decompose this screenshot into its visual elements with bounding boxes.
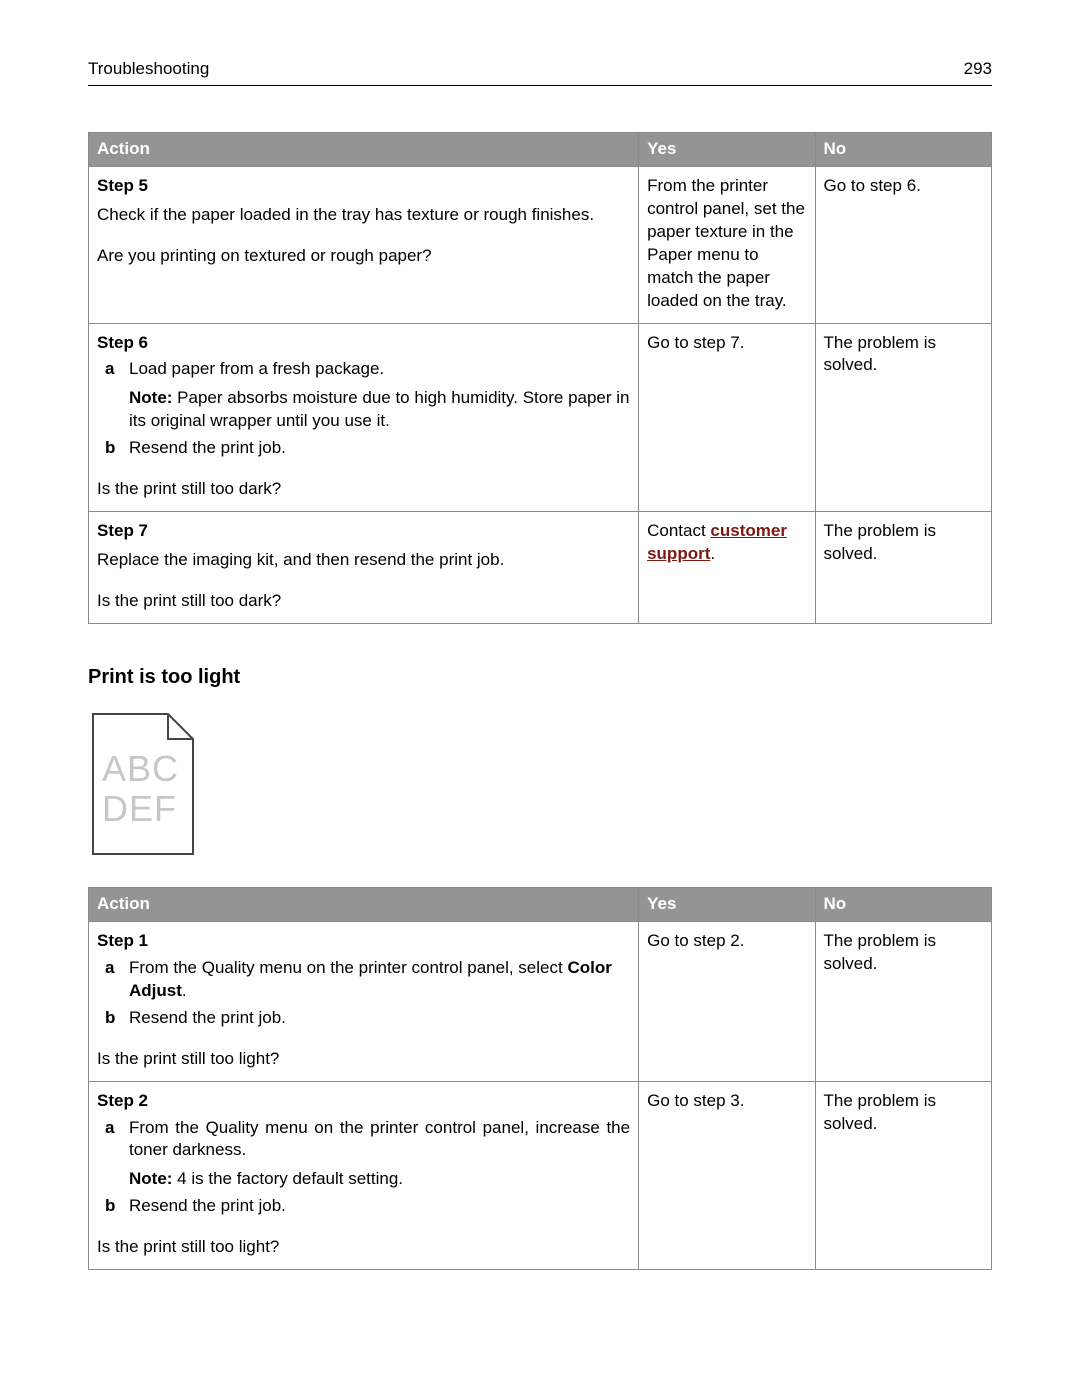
page-number: 293 <box>964 58 992 81</box>
print-sample-icon: ABC DEF <box>88 709 198 859</box>
running-header: Troubleshooting 293 <box>88 58 992 86</box>
table-row: Step 2 a From the Quality menu on the pr… <box>89 1081 992 1270</box>
yes-cell: Go to step 2. <box>639 921 815 1081</box>
list-item: b Resend the print job. <box>105 1007 630 1030</box>
action-question: Is the print still too light? <box>97 1048 630 1071</box>
page: Troubleshooting 293 Action Yes No Step 5… <box>0 0 1080 1397</box>
yes-pre: Contact <box>647 521 710 540</box>
list-marker-a: a <box>105 358 119 433</box>
list-marker-b: b <box>105 1195 119 1218</box>
list-item-b-text: Resend the print job. <box>129 437 630 460</box>
list-item: b Resend the print job. <box>105 437 630 460</box>
action-cell: Step 5 Check if the paper loaded in the … <box>89 166 639 323</box>
step-label: Step 6 <box>97 332 630 355</box>
table-row: Step 1 a From the Quality menu on the pr… <box>89 921 992 1081</box>
col-yes: Yes <box>639 132 815 166</box>
yes-cell: Go to step 3. <box>639 1081 815 1270</box>
list-item: a From the Quality menu on the printer c… <box>105 1117 630 1192</box>
table-header-row: Action Yes No <box>89 887 992 921</box>
table-row: Step 6 a Load paper from a fresh package… <box>89 323 992 512</box>
action-question: Is the print still too dark? <box>97 590 630 613</box>
list-marker-a: a <box>105 957 119 1003</box>
note-label: Note: <box>129 1169 172 1188</box>
action-body: Check if the paper loaded in the tray ha… <box>97 204 630 227</box>
list-item-a-text: From the Quality menu on the printer con… <box>129 1118 630 1160</box>
a-post: . <box>182 981 187 1000</box>
yes-cell: Contact customer support. <box>639 512 815 624</box>
list-item-b-text: Resend the print job. <box>129 1007 630 1030</box>
troubleshoot-table-2: Action Yes No Step 1 a From the Quality … <box>88 887 992 1270</box>
table-row: Step 7 Replace the imaging kit, and then… <box>89 512 992 624</box>
no-cell: The problem is solved. <box>815 512 991 624</box>
step-label: Step 5 <box>97 175 630 198</box>
note-text: Paper absorbs moisture due to high humid… <box>129 388 630 430</box>
action-cell: Step 6 a Load paper from a fresh package… <box>89 323 639 512</box>
list-item: b Resend the print job. <box>105 1195 630 1218</box>
yes-cell: From the printer control panel, set the … <box>639 166 815 323</box>
no-cell: The problem is solved. <box>815 323 991 512</box>
list-item-a-text: Load paper from a fresh package. <box>129 359 384 378</box>
note-text: 4 is the factory default setting. <box>172 1169 403 1188</box>
no-cell: Go to step 6. <box>815 166 991 323</box>
col-action: Action <box>89 132 639 166</box>
table-row: Step 5 Check if the paper loaded in the … <box>89 166 992 323</box>
col-action: Action <box>89 887 639 921</box>
list-item: a Load paper from a fresh package. Note:… <box>105 358 630 433</box>
no-cell: The problem is solved. <box>815 1081 991 1270</box>
action-list: a From the Quality menu on the printer c… <box>97 957 630 1030</box>
list-marker-b: b <box>105 1007 119 1030</box>
col-yes: Yes <box>639 887 815 921</box>
note-line: Note: 4 is the factory default setting. <box>129 1168 630 1191</box>
action-cell: Step 2 a From the Quality menu on the pr… <box>89 1081 639 1270</box>
yes-cell: Go to step 7. <box>639 323 815 512</box>
note-line: Note: Paper absorbs moisture due to high… <box>129 387 630 433</box>
action-cell: Step 1 a From the Quality menu on the pr… <box>89 921 639 1081</box>
action-question: Is the print still too dark? <box>97 478 630 501</box>
action-list: a From the Quality menu on the printer c… <box>97 1117 630 1219</box>
list-marker-b: b <box>105 437 119 460</box>
action-question: Are you printing on textured or rough pa… <box>97 245 630 268</box>
sample-line-1: ABC <box>102 748 179 789</box>
step-label: Step 2 <box>97 1090 630 1113</box>
section-heading: Print is too light <box>88 664 992 691</box>
no-cell: The problem is solved. <box>815 921 991 1081</box>
action-cell: Step 7 Replace the imaging kit, and then… <box>89 512 639 624</box>
yes-post: . <box>710 544 715 563</box>
table-header-row: Action Yes No <box>89 132 992 166</box>
step-label: Step 7 <box>97 520 630 543</box>
list-marker-a: a <box>105 1117 119 1192</box>
step-label: Step 1 <box>97 930 630 953</box>
sample-line-2: DEF <box>102 788 177 829</box>
action-question: Is the print still too light? <box>97 1236 630 1259</box>
col-no: No <box>815 887 991 921</box>
action-body: Replace the imaging kit, and then resend… <box>97 549 630 572</box>
a-pre: From the Quality menu on the printer con… <box>129 958 567 977</box>
header-title: Troubleshooting <box>88 58 209 81</box>
col-no: No <box>815 132 991 166</box>
troubleshoot-table-1: Action Yes No Step 5 Check if the paper … <box>88 132 992 624</box>
list-item-b-text: Resend the print job. <box>129 1195 630 1218</box>
action-list: a Load paper from a fresh package. Note:… <box>97 358 630 460</box>
list-item: a From the Quality menu on the printer c… <box>105 957 630 1003</box>
note-label: Note: <box>129 388 172 407</box>
